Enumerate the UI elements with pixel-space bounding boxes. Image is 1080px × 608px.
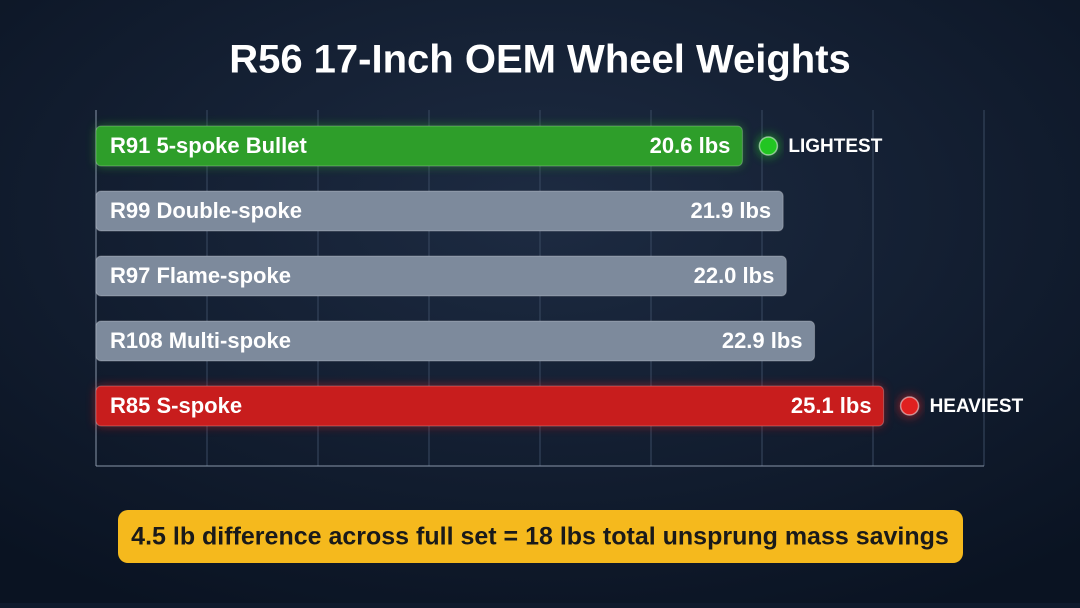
bar (95, 190, 784, 232)
value-label: 22.9 lbs (722, 328, 803, 353)
category-label: R99 Double-spoke (110, 198, 302, 223)
badge-dot (899, 396, 920, 416)
value-label: 21.9 lbs (690, 198, 771, 223)
category-label: R108 Multi-spoke (110, 328, 291, 353)
note: 4.5 lb difference across full set = 18 l… (131, 523, 949, 551)
value-label: 25.1 lbs (791, 393, 872, 418)
bar (95, 320, 816, 362)
bar (95, 125, 743, 167)
value-label: 22.0 lbs (694, 263, 775, 288)
category-label: R91 5-spoke Bullet (110, 133, 308, 158)
bar (95, 385, 885, 427)
chart-title: R56 17-Inch OEM Wheel Weights (229, 38, 851, 82)
badge-label: HEAVIEST (930, 396, 1024, 417)
badge-dot (758, 136, 779, 156)
note-box (118, 510, 963, 563)
value-label: 20.6 lbs (650, 133, 731, 158)
badge-label: LIGHTEST (788, 136, 882, 157)
category-label: R85 S-spoke (110, 393, 242, 418)
bar (95, 255, 787, 297)
category-label: R97 Flame-spoke (110, 263, 291, 288)
